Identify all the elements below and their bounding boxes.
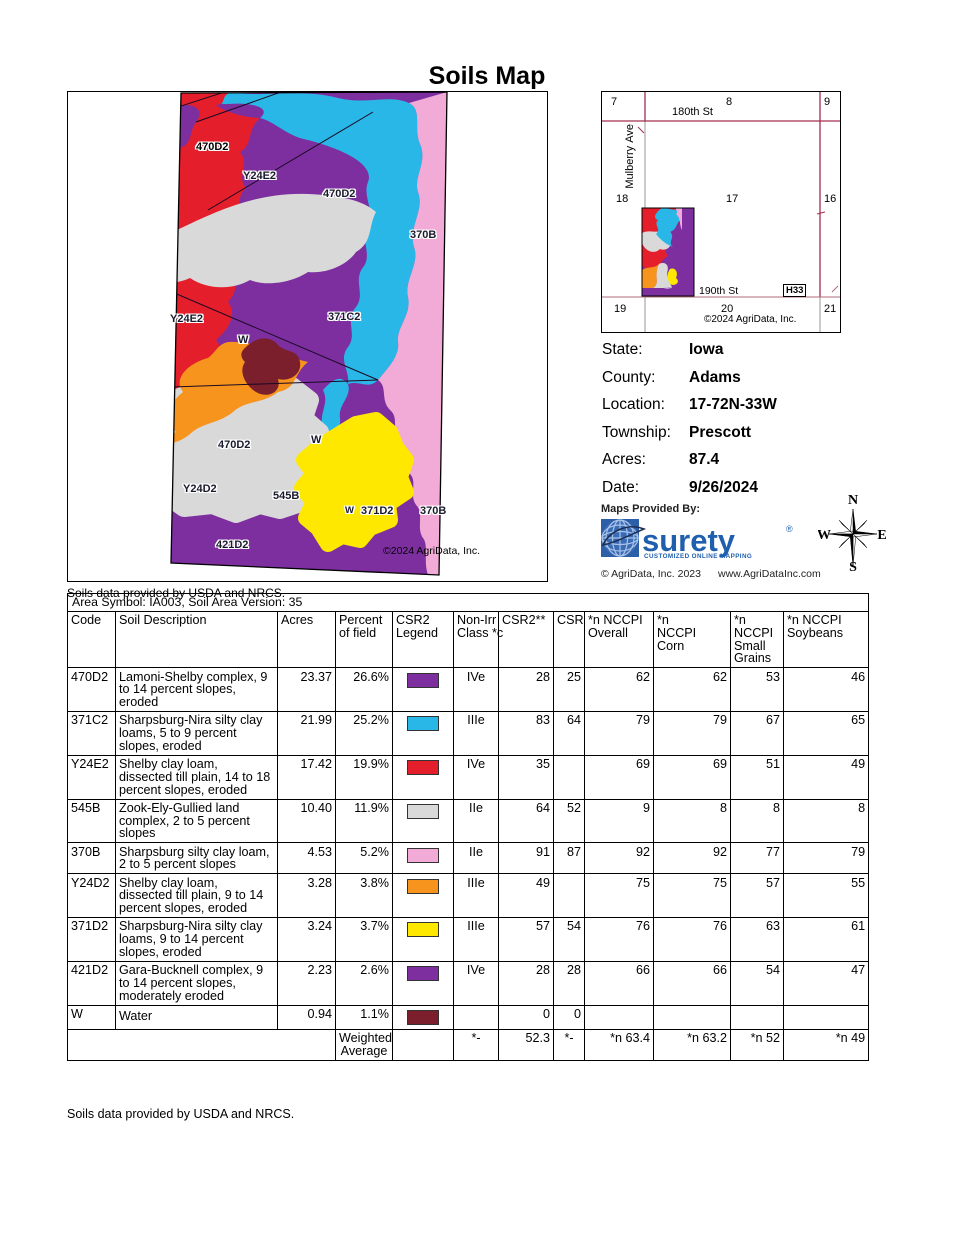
svg-text:®: ® xyxy=(786,524,793,534)
svg-text:W: W xyxy=(818,528,831,543)
svg-text:N: N xyxy=(848,493,858,508)
svg-text:CUSTOMIZED ONLINE MAPPING: CUSTOMIZED ONLINE MAPPING xyxy=(644,553,752,560)
svg-text:E: E xyxy=(877,528,886,543)
